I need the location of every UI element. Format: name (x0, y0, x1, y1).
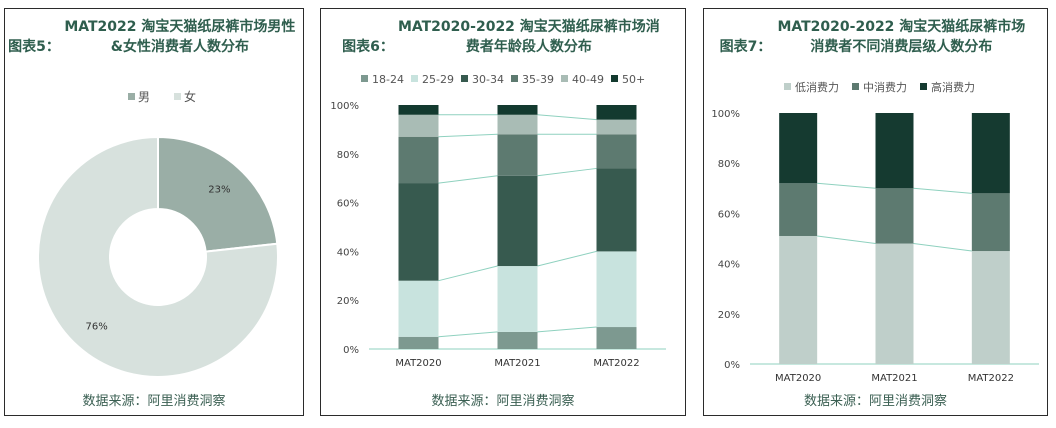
bar-segment (779, 113, 818, 184)
y-tick-label: 80% (337, 150, 359, 161)
y-tick-label: 0% (724, 360, 740, 371)
donut-slice (157, 135, 279, 253)
legend-swatch (511, 75, 518, 82)
y-tick-label: 80% (718, 159, 740, 170)
chart-title: 图表5：MAT2022 淘宝天猫纸尿裤市场男性&女性消费者人数分布 (8, 19, 296, 55)
y-tick-label: 20% (718, 310, 740, 321)
chart-panel-age: 图表6：MAT2020-2022 淘宝天猫纸尿裤市场消费者年龄段人数分布 18-… (320, 8, 686, 416)
donut-slice (37, 135, 279, 378)
series-connector (817, 235, 876, 245)
x-tick-label: MAT2020 (775, 373, 821, 384)
donut-chart: 男 女 23% 76% (37, 89, 279, 378)
legend-label: 18-24 (372, 73, 404, 86)
bar-segment (596, 119, 637, 135)
bar-segment (398, 136, 439, 184)
source-note: 数据来源：阿里消费洞察 (82, 394, 226, 409)
y-tick-label: 60% (337, 199, 359, 210)
y-tick-label: 100% (330, 101, 359, 112)
series-connector (438, 133, 498, 138)
bar-segment (398, 336, 439, 349)
legend-label: 30-34 (472, 73, 504, 86)
bar-segment (497, 175, 538, 267)
y-tick-label: 40% (718, 260, 740, 271)
x-tick-label: MAT2020 (395, 358, 441, 369)
bar-segment (971, 113, 1010, 194)
x-tick-label: MAT2021 (871, 373, 917, 384)
source-note: 数据来源：阿里消费洞察 (803, 394, 947, 409)
bar-segment (596, 327, 637, 349)
series-connector (438, 331, 498, 338)
series-connector (537, 114, 597, 121)
y-tick-label: 100% (711, 109, 740, 120)
legend-swatch (128, 93, 135, 100)
legend-swatch (920, 83, 927, 90)
series-connector (913, 187, 972, 194)
bar-segment (779, 235, 818, 364)
stacked-bar-chart-spending: 低消费力 中消费力 高消费力 0% 20% 40% 60% 80% 100% MAT2020 MAT… (711, 80, 1039, 384)
stacked-bar-chart-age: 18-24 25-29 30-34 35-39 40-49 50+ 0% 20% 40% 60% 8… (330, 73, 666, 369)
legend-swatch (174, 93, 181, 100)
bar-segment (875, 243, 914, 364)
bar-segment (398, 114, 439, 137)
bar-segment (497, 114, 538, 135)
bar-segment (596, 105, 637, 120)
series-connector (537, 167, 597, 177)
series-connector (537, 326, 597, 333)
x-tick-label: MAT2022 (593, 358, 639, 369)
bar-segment (875, 113, 914, 189)
legend-label: 中消费力 (863, 80, 907, 94)
chart-panel-spending: 图表7：MAT2020-2022 淘宝天猫纸尿裤市场消费者不同消费层级人数分布 … (703, 8, 1048, 416)
legend-label: 25-29 (422, 73, 454, 86)
bar-segment (497, 105, 538, 115)
legend-swatch (411, 75, 418, 82)
y-tick-label: 0% (343, 345, 359, 356)
data-label: 76% (86, 322, 108, 333)
legend-swatch (784, 83, 791, 90)
legend-label: 低消费力 (795, 80, 839, 94)
legend-label: 高消费力 (931, 80, 975, 94)
legend-swatch (852, 83, 859, 90)
bar-segment (971, 251, 1010, 364)
bar-segment (398, 105, 439, 115)
bar-segment (398, 183, 439, 281)
x-tick-label: MAT2021 (494, 358, 540, 369)
bar-segment (497, 134, 538, 176)
legend-swatch (361, 75, 368, 82)
series-connector (438, 175, 498, 184)
series-connector (438, 265, 498, 282)
bar-segment (971, 193, 1010, 252)
bar-segment (596, 251, 637, 328)
legend-swatch (461, 75, 468, 82)
series-connector (817, 182, 876, 189)
chart-title: 图表7：MAT2020-2022 淘宝天猫纸尿裤市场消费者不同消费层级人数分布 (719, 19, 1026, 55)
legend-label: 35-39 (522, 73, 554, 86)
bar-segment (779, 183, 818, 236)
legend-label: 男 (138, 90, 150, 104)
source-note: 数据来源：阿里消费洞察 (431, 394, 575, 409)
legend-swatch (561, 75, 568, 82)
legend-swatch (611, 75, 618, 82)
bar-segment (497, 266, 538, 332)
x-tick-label: MAT2022 (968, 373, 1014, 384)
data-label: 23% (208, 184, 230, 195)
chart-panel-gender: 图表5：MAT2022 淘宝天猫纸尿裤市场男性&女性消费者人数分布 男 女 23% 7… (4, 8, 304, 416)
bar-segment (497, 331, 538, 349)
legend-label: 40-49 (572, 73, 604, 86)
y-tick-label: 40% (337, 247, 359, 258)
series-connector (913, 243, 972, 252)
y-tick-label: 20% (337, 296, 359, 307)
bar-segment (596, 134, 637, 169)
bar-segment (875, 188, 914, 244)
legend-label: 50+ (622, 73, 645, 86)
y-tick-label: 60% (718, 209, 740, 220)
chart-title: 图表6：MAT2020-2022 淘宝天猫纸尿裤市场消费者年龄段人数分布 (342, 19, 660, 55)
legend-label: 女 (184, 89, 196, 104)
bar-segment (398, 280, 439, 337)
series-connector (537, 250, 597, 267)
bar-segment (596, 168, 637, 252)
